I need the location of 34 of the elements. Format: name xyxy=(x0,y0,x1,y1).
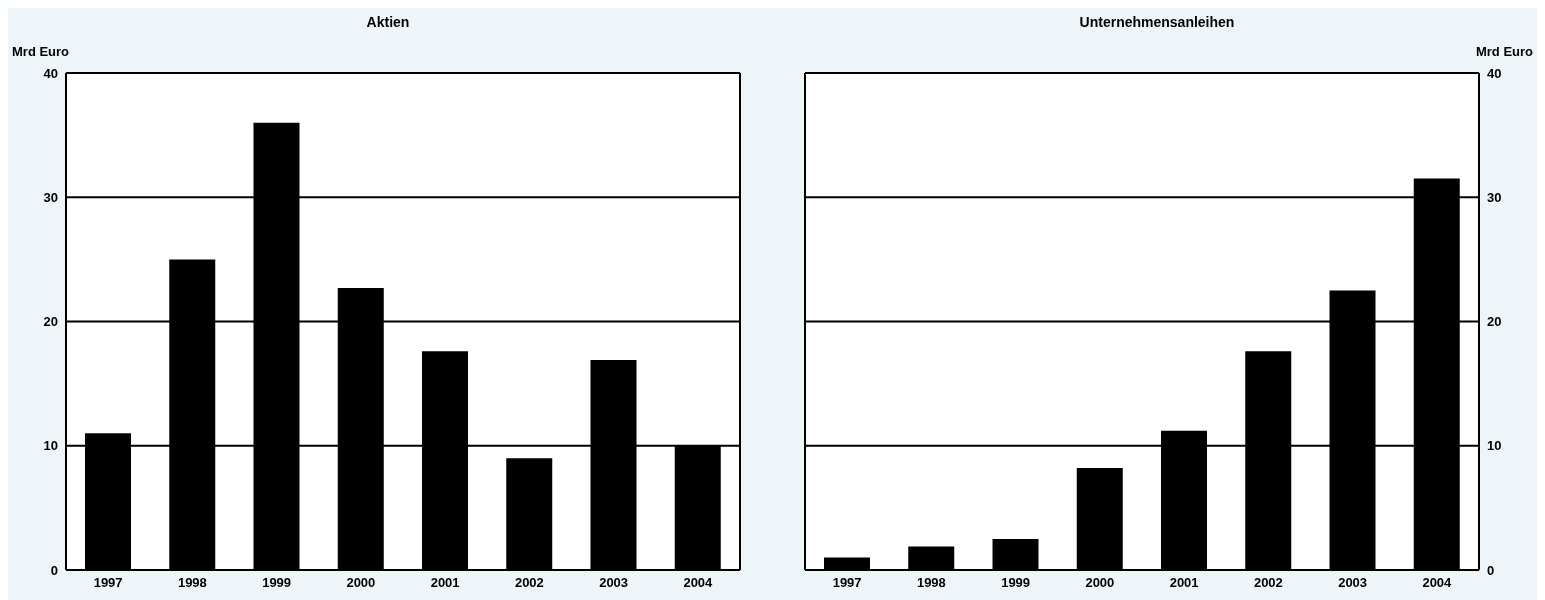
y-tick-label: 0 xyxy=(50,562,58,578)
bar xyxy=(1076,468,1123,570)
x-tick-label: 2001 xyxy=(430,575,460,591)
x-tick-label: 2003 xyxy=(1338,575,1368,591)
y-tick-label: 20 xyxy=(43,314,58,330)
x-tick-label: 2000 xyxy=(346,575,376,591)
x-tick-label: 2003 xyxy=(599,575,629,591)
y2-tick-label: 40 xyxy=(1487,65,1502,81)
x-tick-label: 1998 xyxy=(177,575,207,591)
bar xyxy=(506,458,553,570)
y2-tick-label: 20 xyxy=(1487,314,1502,330)
y-tick-label: 40 xyxy=(43,65,58,81)
x-tick-label: 2004 xyxy=(683,575,714,591)
y2-tick-label: 30 xyxy=(1487,189,1502,205)
chart-title: Unternehmensanleihen xyxy=(1078,14,1236,30)
x-tick-label: 2001 xyxy=(1169,575,1199,591)
x-tick-label: 2002 xyxy=(514,575,544,591)
y-tick-label: 30 xyxy=(43,189,58,205)
y2-axis-title: Mrd Euro xyxy=(1475,44,1533,59)
y-tick-label: 10 xyxy=(43,438,58,454)
y-axis-title: Mrd Euro xyxy=(12,44,70,59)
x-tick-label: 1999 xyxy=(1001,575,1031,591)
y2-tick-label: 10 xyxy=(1487,438,1502,454)
x-tick-label: 1997 xyxy=(832,575,862,591)
x-tick-label: 2004 xyxy=(1422,575,1453,591)
y2-tick-label: 0 xyxy=(1487,562,1495,578)
x-tick-label: 1997 xyxy=(93,575,123,591)
x-tick-label: 1999 xyxy=(262,575,292,591)
chart-title: Aktien xyxy=(365,14,411,30)
bar xyxy=(992,538,1039,570)
x-tick-label: 2000 xyxy=(1085,575,1115,591)
x-tick-label: 2002 xyxy=(1253,575,1283,591)
bar xyxy=(908,546,955,570)
x-tick-label: 1998 xyxy=(916,575,946,591)
